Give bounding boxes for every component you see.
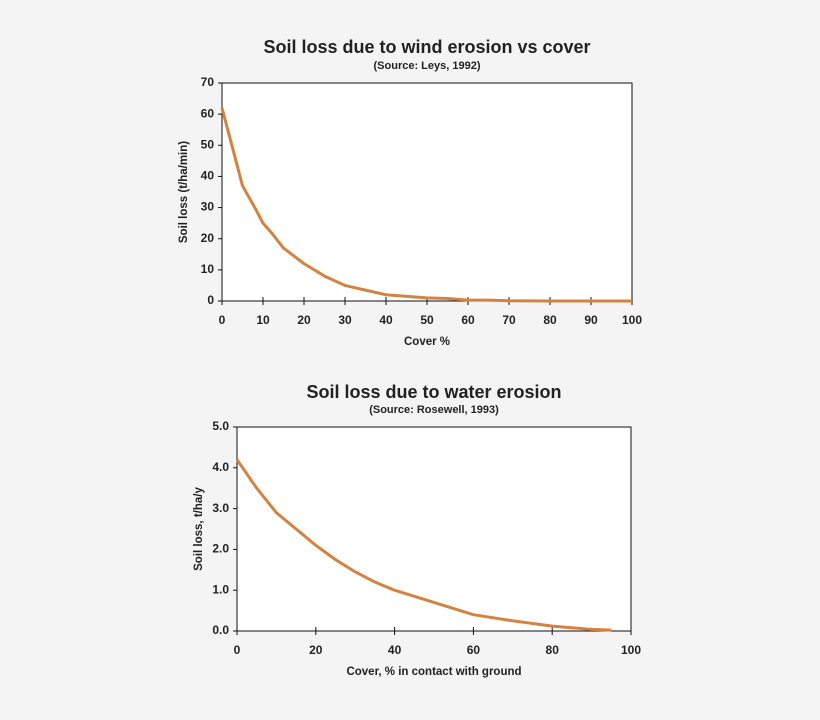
line-series [220, 107, 632, 303]
y-tick-label: 70 [201, 75, 215, 89]
x-tick-label: 40 [379, 313, 393, 327]
y-tick-label: 10 [201, 262, 215, 276]
chart-subtitle: (Source: Leys, 1992) [374, 60, 481, 72]
x-tick-label: 30 [338, 313, 352, 327]
chart-subtitle: (Source: Rosewell, 1993) [369, 404, 499, 416]
y-tick-label: 2.0 [212, 542, 229, 556]
y-tick-label: 5.0 [212, 419, 229, 433]
y-axis-label: Soil loss, t/ha/y [193, 487, 205, 571]
x-tick-label: 20 [297, 313, 311, 327]
x-tick-label: 80 [546, 643, 560, 657]
x-tick-label: 10 [256, 313, 270, 327]
x-tick-label: 100 [622, 313, 642, 327]
x-tick-label: 60 [467, 643, 481, 657]
x-tick-label: 0 [219, 313, 226, 327]
x-axis-label: Cover % [404, 336, 450, 348]
y-axis-label: Soil loss (t/ha/min) [178, 141, 190, 243]
x-tick-label: 40 [388, 643, 402, 657]
y-tick-label: 3.0 [212, 501, 229, 515]
y-tick-label: 0.0 [212, 623, 229, 637]
y-tick-label: 50 [201, 137, 215, 151]
x-tick-label: 20 [309, 643, 323, 657]
x-tick-label: 0 [234, 643, 241, 657]
x-tick-label: 70 [502, 313, 516, 327]
line-series [235, 458, 612, 632]
chart-title: Soil loss due to water erosion [306, 382, 561, 402]
x-tick-label: 100 [621, 643, 641, 657]
plot-area [221, 82, 633, 302]
y-tick-label: 20 [201, 231, 215, 245]
x-tick-label: 80 [543, 313, 557, 327]
x-tick-label: 50 [420, 313, 434, 327]
y-tick-label: 4.0 [212, 460, 229, 474]
x-tick-label: 60 [461, 313, 475, 327]
chart-title: Soil loss due to wind erosion vs cover [263, 37, 590, 57]
y-tick-label: 40 [201, 169, 215, 183]
y-tick-label: 60 [201, 106, 215, 120]
plot-area [236, 426, 632, 632]
x-tick-label: 90 [584, 313, 598, 327]
x-axis-label: Cover, % in contact with ground [346, 666, 521, 678]
y-tick-label: 30 [201, 200, 215, 214]
y-tick-label: 1.0 [212, 582, 229, 596]
y-tick-label: 0 [207, 293, 214, 307]
